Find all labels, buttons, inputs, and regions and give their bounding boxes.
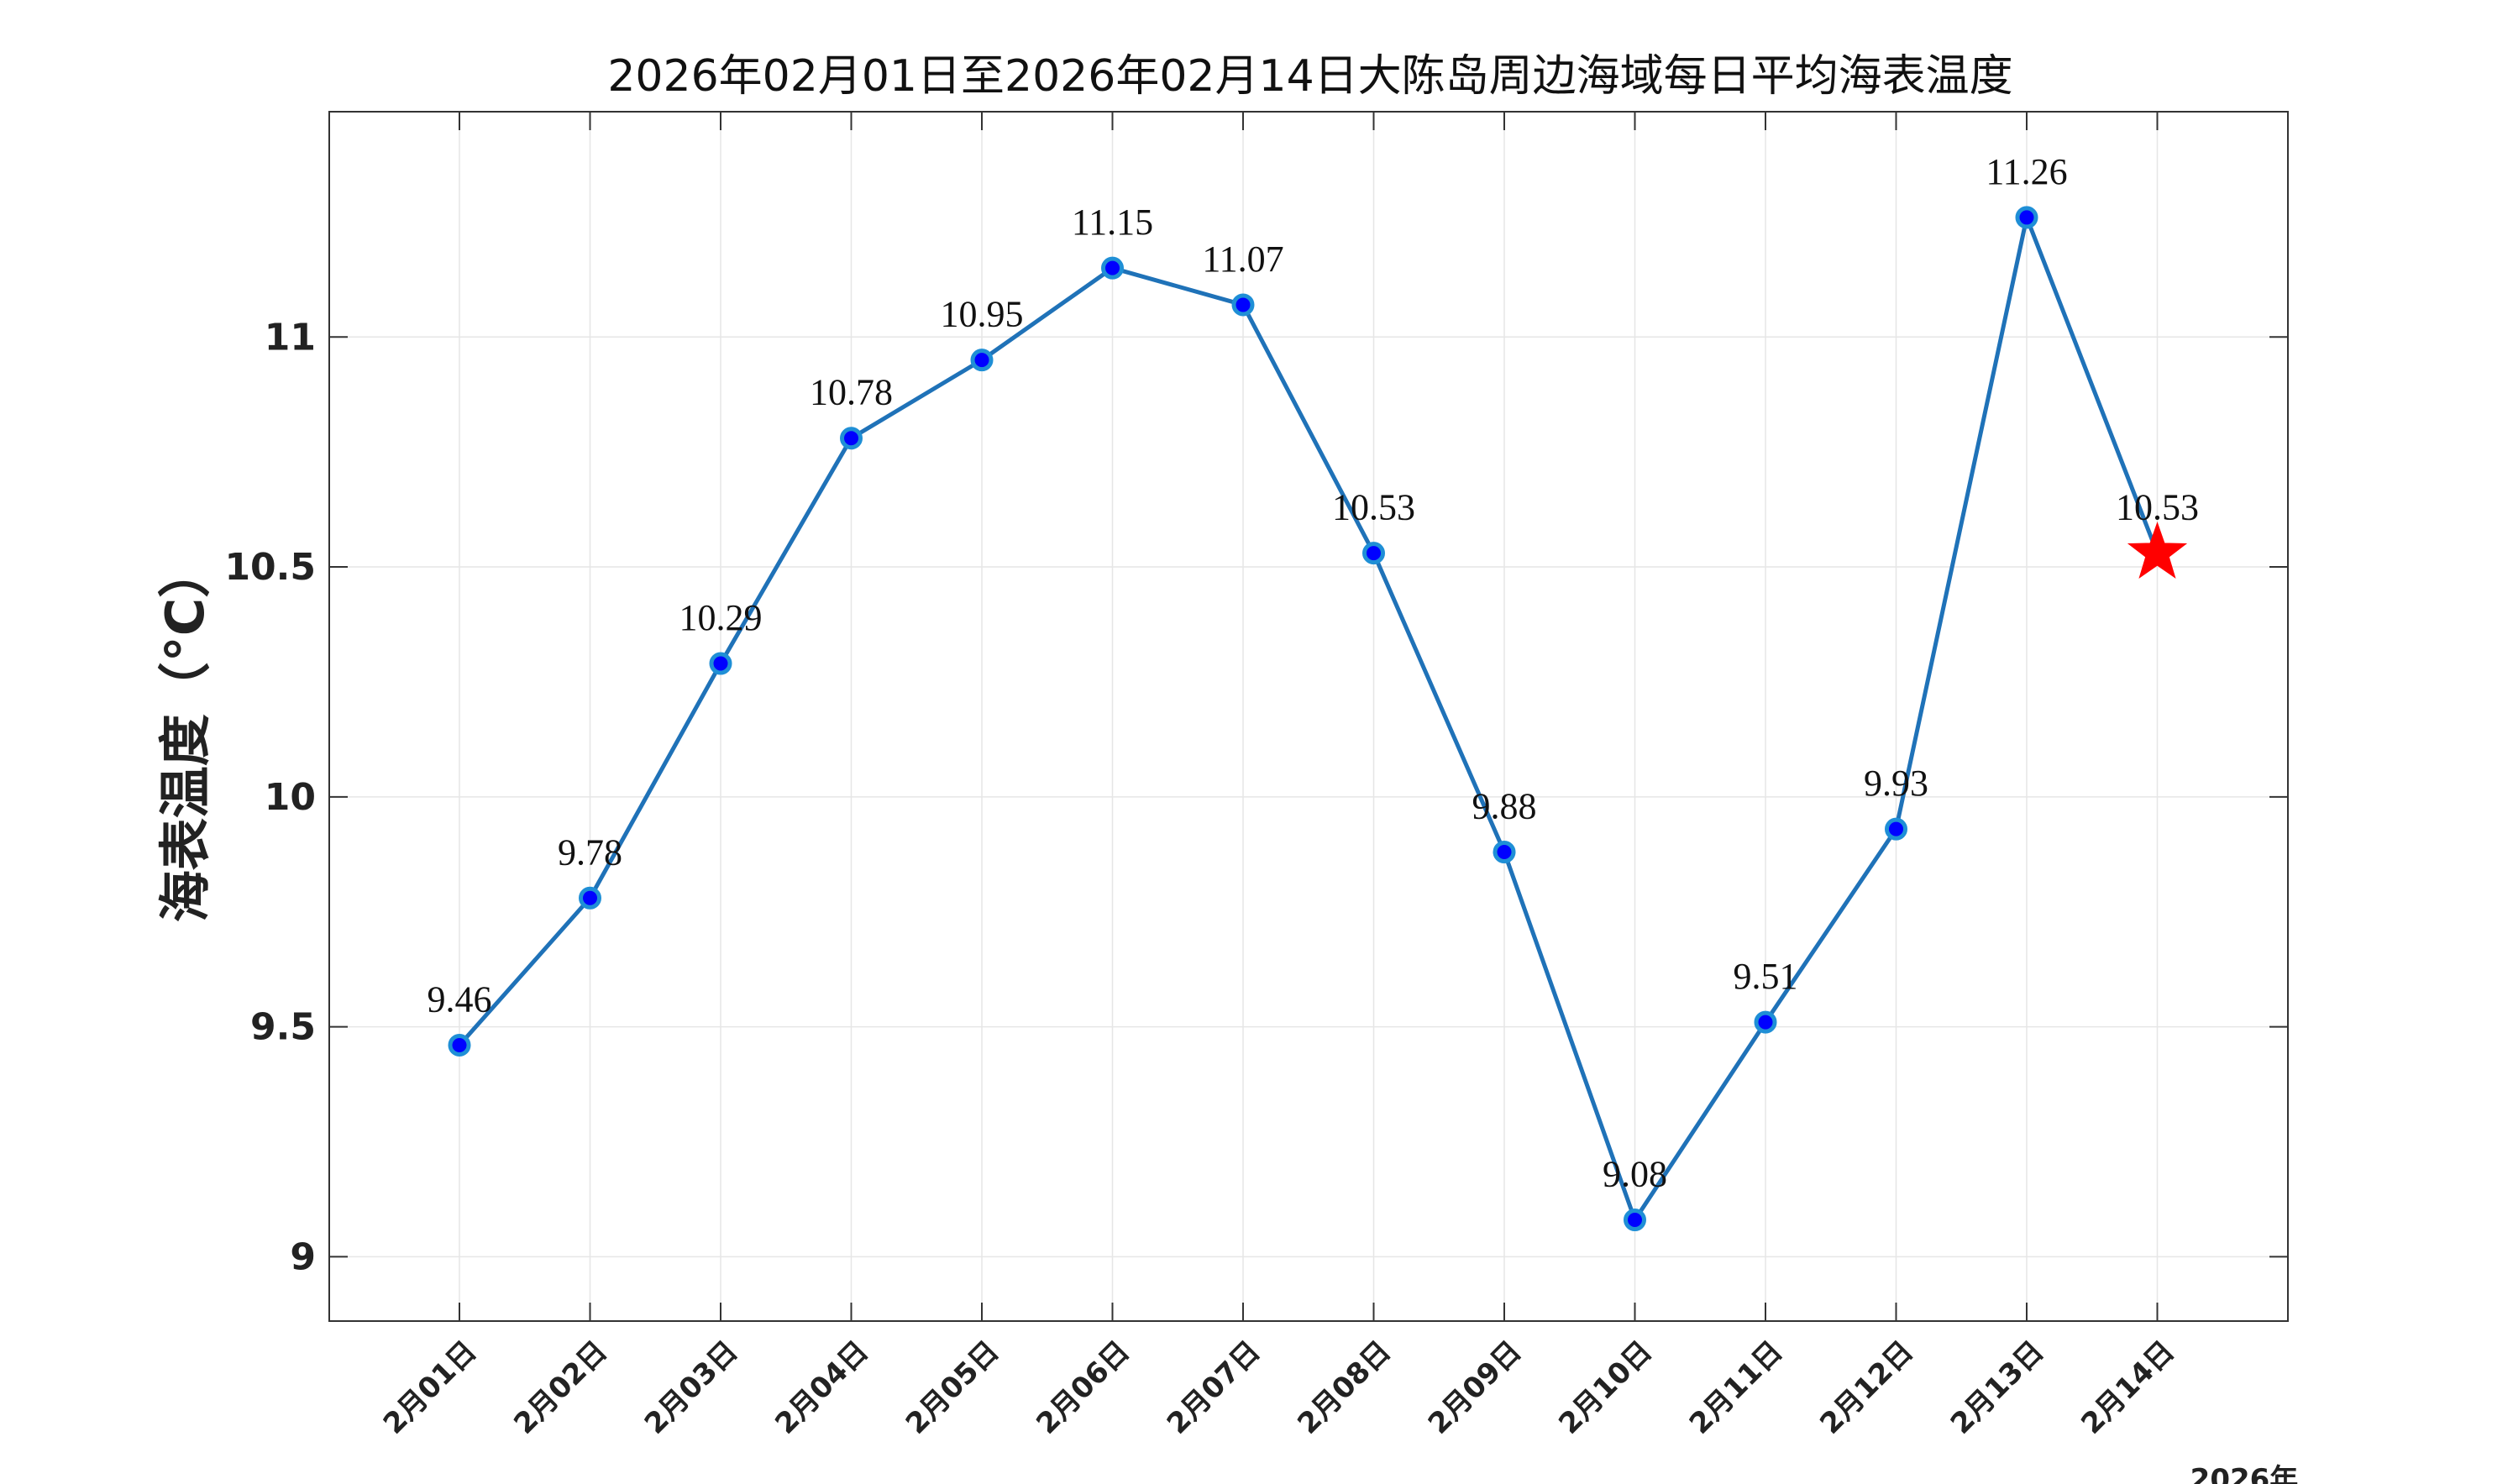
data-label: 9.93 — [1864, 763, 1928, 804]
chart-title: 2026年02月01日至2026年02月14日大陈岛周边海域每日平均海表温度 — [607, 51, 2012, 102]
y-tick-label: 11 — [265, 316, 316, 359]
data-label: 9.46 — [428, 978, 492, 1020]
y-tick-label: 10.5 — [224, 546, 316, 589]
data-label: 10.95 — [941, 294, 1024, 335]
data-point-marker — [1885, 817, 1907, 841]
data-label: 9.51 — [1734, 956, 1798, 997]
data-point-marker — [1231, 293, 1255, 317]
data-point-marker — [1754, 1010, 1777, 1034]
plot-area-frame — [328, 111, 2289, 1322]
y-tick-label: 9.5 — [250, 1006, 316, 1049]
y-tick-label: 9 — [290, 1235, 316, 1278]
data-point-marker — [579, 886, 601, 910]
year-label: 2026年 — [2190, 1463, 2299, 1484]
data-label: 11.15 — [1072, 202, 1153, 243]
data-label: 9.88 — [1472, 786, 1537, 827]
y-axis-label: 海表温度（°C） — [155, 546, 216, 923]
highlight-star-marker — [2127, 522, 2188, 579]
y-tick-label: 10 — [265, 776, 316, 819]
data-label: 10.78 — [810, 372, 893, 413]
data-point-marker — [970, 349, 994, 372]
data-label: 9.08 — [1603, 1154, 1667, 1195]
axis-ticks — [329, 112, 2288, 1321]
data-label: 10.53 — [2116, 487, 2199, 528]
series-polyline — [458, 215, 2159, 1223]
series-line — [448, 206, 2188, 1232]
data-point-marker — [840, 427, 863, 450]
data-point-marker — [1101, 256, 1124, 280]
data-point-marker — [1624, 1209, 1646, 1232]
data-label: 10.29 — [679, 597, 763, 638]
data-point-marker — [1362, 542, 1385, 565]
data-labels: 9.46 9.78 10.29 10.78 10.95 11.15 11.07 10.53 9.… — [428, 151, 2200, 1195]
data-label: 10.53 — [1332, 487, 1415, 528]
data-label: 11.26 — [1986, 151, 2067, 192]
data-label: 11.07 — [1202, 239, 1283, 280]
data-point-marker — [448, 1033, 471, 1057]
data-point-marker — [709, 652, 732, 675]
data-point-marker — [2015, 206, 2038, 229]
data-label: 9.78 — [558, 831, 622, 873]
data-point-marker — [1493, 841, 1516, 864]
y-tick-labels: 9 9.5 10 10.5 11 — [224, 316, 316, 1278]
